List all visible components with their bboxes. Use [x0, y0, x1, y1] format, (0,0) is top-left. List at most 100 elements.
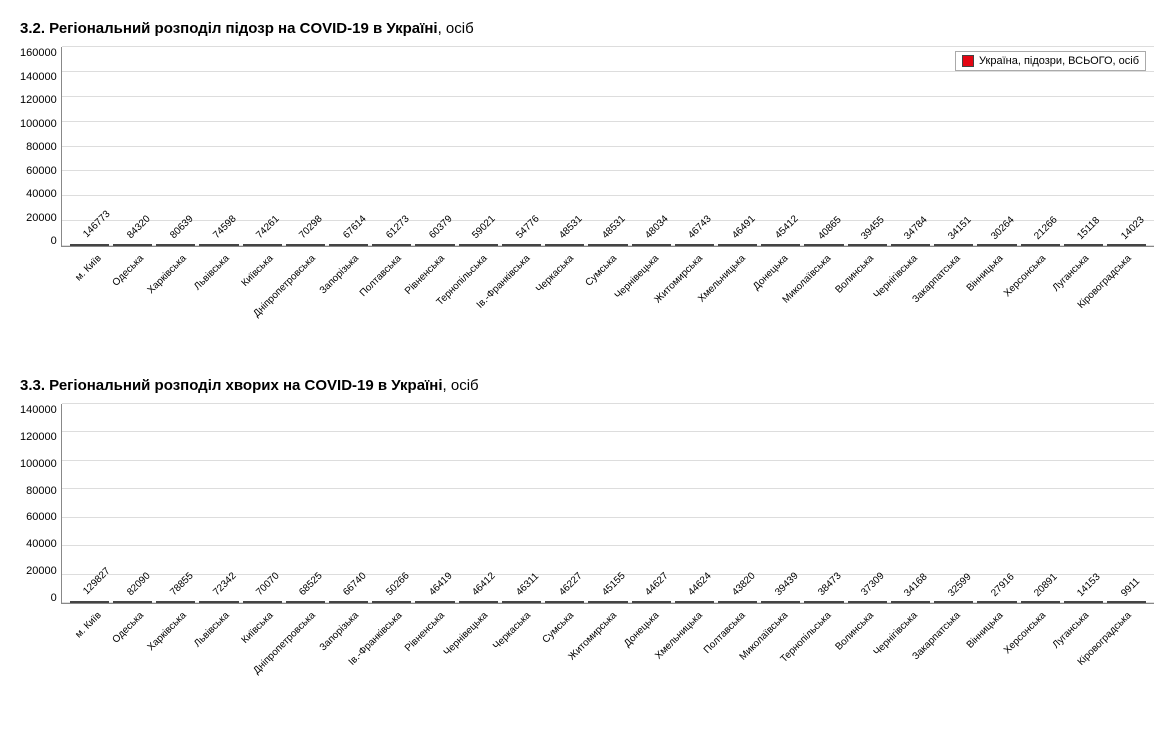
bar-slot: 72342 [199, 601, 238, 603]
bar-value-label: 43820 [730, 571, 757, 598]
y-tick: 0 [51, 592, 57, 604]
bar-value-label: 27916 [989, 571, 1016, 598]
y-tick: 160000 [20, 47, 57, 59]
bar-value-label: 20891 [1032, 571, 1059, 598]
bar-slot: 61273 [372, 244, 411, 246]
y-tick: 140000 [20, 71, 57, 83]
bar-value-label: 45412 [773, 214, 800, 241]
bar-slot: 20891 [1021, 601, 1060, 603]
bar [156, 601, 195, 603]
bar [718, 244, 757, 246]
bar [329, 244, 368, 246]
bar-slot: 30264 [977, 244, 1016, 246]
bar-value-label: 46412 [471, 571, 498, 598]
x-label-slot: Закарпатська [935, 247, 974, 337]
bar-value-label: 59021 [471, 214, 498, 241]
bar-value-label: 67614 [341, 214, 368, 241]
y-tick: 80000 [26, 485, 57, 497]
bar-slot: 82090 [113, 601, 152, 603]
bar-value-label: 60379 [427, 214, 454, 241]
chart1-x-labels: м. КиївОдеськаХарківськаЛьвівськаКиївськ… [68, 247, 1154, 337]
bar-slot: 14153 [1064, 601, 1103, 603]
bar [804, 601, 843, 603]
bar [848, 601, 887, 603]
chart1-y-axis: 1600001400001200001000008000060000400002… [20, 47, 61, 247]
bar-slot: 9911 [1107, 601, 1146, 603]
bar [891, 244, 930, 246]
chart2-title-light: , осіб [443, 377, 479, 394]
chart2-title-bold: 3.3. Регіональний розподіл хворих на COV… [20, 377, 443, 394]
bar-value-label: 37309 [859, 571, 886, 598]
y-tick: 100000 [20, 118, 57, 130]
bar [1021, 601, 1060, 603]
x-label-slot: Кіровоградська [1107, 604, 1146, 694]
y-tick: 80000 [26, 141, 57, 153]
bar-value-label: 50266 [384, 571, 411, 598]
bar-slot: 50266 [372, 601, 411, 603]
bar-value-label: 46743 [687, 214, 714, 241]
x-label-slot: Львівська [205, 604, 244, 694]
bar-slot: 60379 [415, 244, 454, 246]
bar-value-label: 48034 [643, 214, 670, 241]
y-tick: 20000 [26, 212, 57, 224]
bar-slot: 27916 [977, 601, 1016, 603]
bar-slot: 21266 [1021, 244, 1060, 246]
chart2-title: 3.3. Регіональний розподіл хворих на COV… [20, 377, 1154, 394]
x-label-slot: Львівська [205, 247, 244, 337]
bar-value-label: 66740 [341, 571, 368, 598]
bar [243, 601, 282, 603]
chart2-bars: 1298278209078855723427007068525667405026… [62, 404, 1154, 603]
bar-slot: 44627 [632, 601, 671, 603]
bar [718, 601, 757, 603]
chart1-title-light: , осіб [438, 20, 474, 37]
bar [588, 244, 627, 246]
x-label-slot: Житомирська [591, 604, 630, 694]
bar-value-label: 39439 [773, 571, 800, 598]
bar-value-label: 14153 [1076, 571, 1103, 598]
bar-slot: 78855 [156, 601, 195, 603]
x-label-slot: Черкаська [548, 247, 587, 337]
bar [1107, 244, 1146, 246]
x-label: Сумська [540, 610, 576, 646]
chart-suspicions: 3.2. Регіональний розподіл підозр на COV… [20, 20, 1154, 337]
bar-value-label: 34784 [903, 214, 930, 241]
bar [70, 601, 109, 603]
bar [934, 601, 973, 603]
chart1-wrap: 1600001400001200001000008000060000400002… [20, 47, 1154, 247]
bar-slot: 54776 [502, 244, 541, 246]
bar-slot: 38473 [804, 601, 843, 603]
bar-slot: 48034 [632, 244, 671, 246]
bar-slot: 46491 [718, 244, 757, 246]
bar-value-label: 32599 [946, 571, 973, 598]
bar-value-label: 15118 [1076, 215, 1103, 242]
bar-value-label: 48531 [557, 214, 584, 241]
bar-slot: 74598 [199, 244, 238, 246]
bar [286, 601, 325, 603]
bar [502, 601, 541, 603]
bar-slot: 46419 [415, 601, 454, 603]
bar-slot: 70070 [243, 601, 282, 603]
bar-value-label: 146773 [82, 209, 113, 240]
x-label: Одеська [111, 253, 147, 289]
x-label-slot: м. Київ [76, 604, 115, 694]
bar-value-label: 61273 [384, 214, 411, 241]
bar-value-label: 84320 [125, 214, 152, 241]
bar-slot: 34151 [934, 244, 973, 246]
bar-slot: 14023 [1107, 244, 1146, 246]
bar [632, 601, 671, 603]
y-tick: 60000 [26, 165, 57, 177]
bar-slot: 129827 [70, 601, 109, 603]
bar-value-label: 30264 [989, 214, 1016, 241]
bar-value-label: 74598 [211, 214, 238, 241]
bar [1064, 244, 1103, 246]
bar [415, 601, 454, 603]
bar [804, 244, 843, 246]
chart1-title-bold: 3.2. Регіональний розподіл підозр на COV… [20, 20, 438, 37]
bar-value-label: 38473 [816, 571, 843, 598]
bar [761, 601, 800, 603]
bar-slot: 48531 [545, 244, 584, 246]
chart2-plot: 1298278209078855723427007068525667405026… [61, 404, 1154, 604]
bar-slot: 46227 [545, 601, 584, 603]
bar-value-label: 44627 [643, 571, 670, 598]
bar [199, 244, 238, 246]
